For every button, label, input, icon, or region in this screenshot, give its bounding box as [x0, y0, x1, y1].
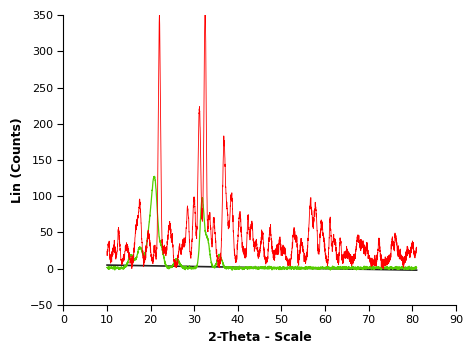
Y-axis label: Lin (Counts): Lin (Counts) [11, 117, 24, 203]
X-axis label: 2-Theta - Scale: 2-Theta - Scale [208, 331, 311, 344]
